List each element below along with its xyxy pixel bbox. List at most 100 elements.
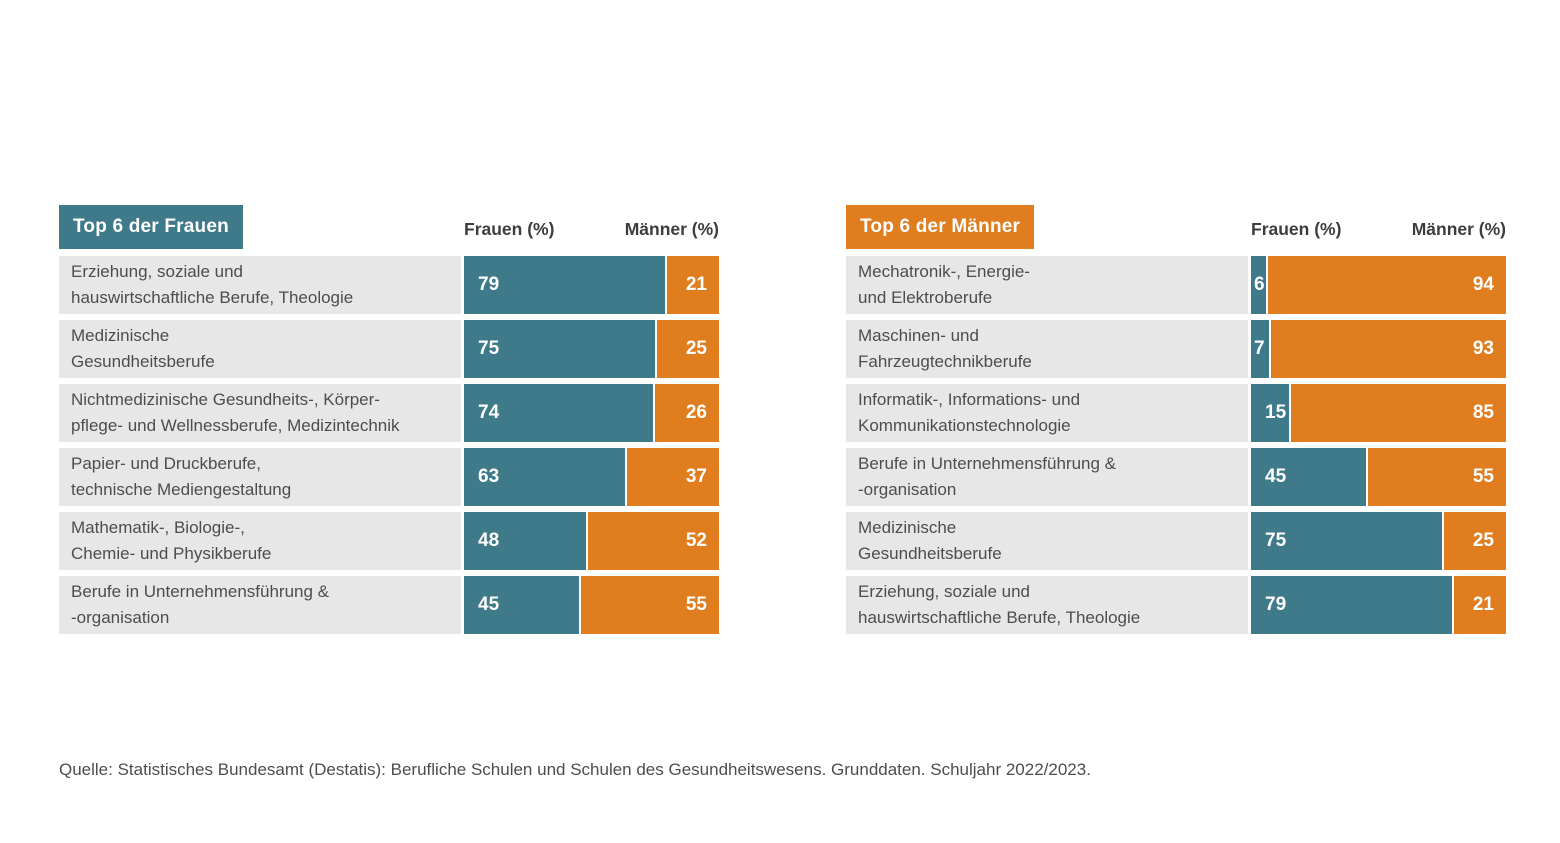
col-header-frauen: Frauen (%) [1251,219,1342,239]
table-row: Erziehung, soziale und hauswirtschaftlic… [59,256,719,314]
bar-segment-maenner: 37 [624,448,719,506]
panel-title-badge: Top 6 der Frauen [59,205,243,249]
row-label-text: Informatik-, Informations- und Kommunika… [858,390,1081,435]
panel-title-badge: Top 6 der Männer [846,205,1035,249]
bar-segment-frauen: 79 [464,256,666,314]
row-label: Berufe in Unternehmensführung & -organis… [846,448,1248,506]
rows-container: Erziehung, soziale und hauswirtschaftlic… [59,256,719,634]
table-row: Informatik-, Informations- und Kommunika… [846,384,1506,442]
source-note: Quelle: Statistisches Bundesamt (Destati… [59,760,1091,779]
stacked-bar: 75 25 [1251,512,1506,570]
row-label: Mechatronik-, Energie- und Elektroberufe [846,256,1248,314]
bar-segment-frauen: 15 [1251,384,1290,442]
stacked-bar: 6 94 [1251,256,1506,314]
bar-value-maenner: 85 [1472,402,1494,423]
bar-value-maenner: 37 [685,466,707,487]
bar-segment-maenner: 52 [586,512,719,570]
table-row: Berufe in Unternehmensführung & -organis… [846,448,1506,506]
table-row: Medizinische Gesundheitsberufe 75 25 [846,512,1506,570]
bar-segment-frauen: 48 [464,512,587,570]
row-label: Maschinen- und Fahrzeugtechnikberufe [846,320,1248,378]
row-label: Papier- und Druckberufe, technische Medi… [59,448,461,506]
bar-segment-maenner: 25 [655,320,719,378]
stacked-bar: 74 26 [464,384,719,442]
bar-segment-maenner: 94 [1266,256,1506,314]
bar-segment-frauen: 75 [1251,512,1443,570]
bar-value-maenner: 21 [1472,594,1494,615]
table-row: Medizinische Gesundheitsberufe 75 25 [59,320,719,378]
row-label-text: Erziehung, soziale und hauswirtschaftlic… [858,582,1141,627]
bar-value-maenner: 55 [1472,466,1494,487]
bar-segment-maenner: 21 [1452,576,1506,634]
row-label: Mathematik-, Biologie-, Chemie- und Phys… [59,512,461,570]
panel-title: Top 6 der Frauen [73,216,229,237]
bar-value-frauen: 45 [1265,466,1287,487]
bar-segment-maenner: 26 [652,384,719,442]
stacked-bar: 45 55 [1251,448,1506,506]
row-label: Nichtmedizinische Gesundheits-, Körper- … [59,384,461,442]
bar-segment-maenner: 21 [665,256,719,314]
bar-value-frauen: 48 [478,530,500,551]
table-row: Papier- und Druckberufe, technische Medi… [59,448,719,506]
bar-segment-frauen: 45 [1251,448,1366,506]
bar-segment-frauen: 45 [464,576,579,634]
bar-value-maenner: 25 [685,338,707,359]
bar-segment-frauen: 75 [464,320,656,378]
row-label-text: Maschinen- und Fahrzeugtechnikberufe [858,326,1032,371]
stacked-bar: 7 93 [1251,320,1506,378]
col-header-frauen: Frauen (%) [464,219,555,239]
row-label: Erziehung, soziale und hauswirtschaftlic… [59,256,461,314]
bar-value-frauen: 6 [1254,274,1265,295]
panel-top6-maenner: Top 6 der Männer Frauen (%) Männer (%) M… [846,205,1506,640]
bar-value-maenner: 94 [1472,274,1494,295]
bar-segment-frauen: 74 [464,384,653,442]
bar-segment-maenner: 25 [1442,512,1506,570]
stacked-bar: 15 85 [1251,384,1506,442]
col-header-maenner: Männer (%) [1411,219,1506,239]
row-label-text: Erziehung, soziale und hauswirtschaftlic… [71,262,354,307]
bar-value-frauen: 75 [1265,530,1287,551]
panel-header: Top 6 der Frauen Frauen (%) Männer (%) [59,205,719,249]
row-label-text: Papier- und Druckberufe, technische Medi… [71,454,292,499]
bar-value-frauen: 15 [1265,402,1287,423]
bar-value-maenner: 52 [685,530,707,551]
table-row: Nichtmedizinische Gesundheits-, Körper- … [59,384,719,442]
bar-segment-frauen: 6 [1251,256,1267,314]
bar-segment-maenner: 93 [1268,320,1506,378]
stacked-bar: 75 25 [464,320,719,378]
rows-container: Mechatronik-, Energie- und Elektroberufe… [846,256,1506,634]
bar-value-frauen: 45 [478,594,500,615]
table-row: Mathematik-, Biologie-, Chemie- und Phys… [59,512,719,570]
bar-value-maenner: 55 [685,594,707,615]
row-label: Medizinische Gesundheitsberufe [846,512,1248,570]
row-label-text: Berufe in Unternehmensführung & -organis… [71,582,329,627]
row-label-text: Medizinische Gesundheitsberufe [858,518,1002,563]
table-row: Erziehung, soziale und hauswirtschaftlic… [846,576,1506,634]
stacked-bar: 45 55 [464,576,719,634]
bar-segment-frauen: 79 [1251,576,1453,634]
stacked-bar: 48 52 [464,512,719,570]
row-label-text: Mechatronik-, Energie- und Elektroberufe [858,262,1030,307]
bar-value-maenner: 21 [685,274,707,295]
row-label-text: Berufe in Unternehmensführung & -organis… [858,454,1116,499]
table-row: Mechatronik-, Energie- und Elektroberufe… [846,256,1506,314]
bar-value-maenner: 25 [1472,530,1494,551]
panel-top6-frauen: Top 6 der Frauen Frauen (%) Männer (%) E… [59,205,719,640]
bar-value-maenner: 93 [1472,338,1494,359]
bar-segment-maenner: 55 [578,576,719,634]
table-row: Berufe in Unternehmensführung & -organis… [59,576,719,634]
row-label-text: Mathematik-, Biologie-, Chemie- und Phys… [71,518,272,563]
panel-header: Top 6 der Männer Frauen (%) Männer (%) [846,205,1506,249]
bar-value-maenner: 26 [685,402,707,423]
bar-value-frauen: 63 [478,466,500,487]
bar-segment-frauen: 63 [464,448,625,506]
stacked-bar: 79 21 [464,256,719,314]
bar-value-frauen: 7 [1254,338,1265,359]
table-row: Maschinen- und Fahrzeugtechnikberufe 7 9… [846,320,1506,378]
row-label-text: Nichtmedizinische Gesundheits-, Körper- … [71,390,400,435]
row-label: Informatik-, Informations- und Kommunika… [846,384,1248,442]
panel-title: Top 6 der Männer [860,216,1021,237]
row-label: Berufe in Unternehmensführung & -organis… [59,576,461,634]
bar-segment-maenner: 85 [1289,384,1506,442]
